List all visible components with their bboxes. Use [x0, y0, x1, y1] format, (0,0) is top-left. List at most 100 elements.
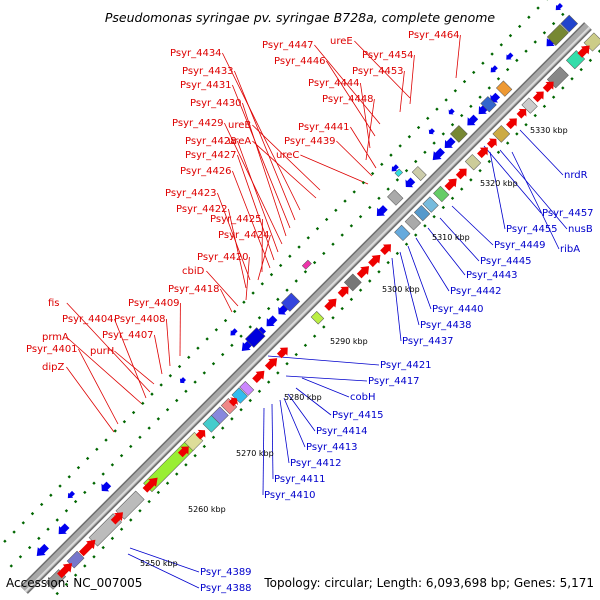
- forward-gene-block: [343, 273, 362, 292]
- forward-gene-block: [394, 224, 411, 242]
- reverse-gene-label: Psyr_4421: [380, 360, 432, 371]
- forward-gene-label: Psyr_4426: [180, 166, 232, 177]
- kbp-marker: 5250 kbp: [140, 559, 178, 568]
- reverse-gene-block: [281, 292, 301, 312]
- reverse-gene-label: Psyr_4445: [480, 256, 532, 267]
- forward-gene-arrow: [486, 138, 497, 149]
- reverse-gene-label: Psyr_4442: [450, 286, 502, 297]
- reverse-gene-label: Psyr_4389: [200, 567, 252, 578]
- kbp-marker: 5310 kbp: [432, 233, 470, 242]
- forward-gene-arrow: [252, 370, 265, 384]
- reverse-gene-label: Psyr_4414: [316, 426, 368, 437]
- gene-labels: Psyr_4464 ureE Psyr_4454 Psyr_4453 Psyr_4447…: [26, 30, 594, 594]
- reverse-gene-label: Psyr_4437: [402, 336, 454, 347]
- reverse-gene-arrow-outer: [506, 52, 514, 60]
- forward-gene-arrow: [177, 446, 189, 458]
- forward-gene-arrow: [264, 358, 278, 371]
- reverse-gene-block: [244, 327, 266, 348]
- forward-gene-arrow: [368, 254, 381, 268]
- reverse-gene-arrow-outer: [67, 490, 75, 499]
- forward-gene-label: Psyr_4464: [408, 30, 460, 41]
- kbp-marker: 5330 kbp: [530, 126, 568, 135]
- forward-gene-label: Psyr_4409: [128, 298, 180, 309]
- accession-text: Accession: NC_007005: [6, 576, 142, 590]
- forward-gene-block: [413, 204, 431, 222]
- forward-gene-arrow: [577, 45, 590, 58]
- kbp-marker: 5280 kbp: [284, 393, 322, 402]
- reverse-gene-arrow: [490, 92, 501, 103]
- reverse-gene-label: Psyr_4443: [466, 270, 518, 281]
- reverse-gene-label: Psyr_4413: [306, 442, 358, 453]
- forward-gene-arrow: [142, 477, 158, 493]
- reverse-gene-label: Psyr_4388: [200, 583, 252, 594]
- forward-gene-label: Psyr_4441: [298, 122, 350, 133]
- forward-gene-label: Psyr_4453: [352, 66, 404, 77]
- reverse-gene-block: [546, 23, 569, 46]
- forward-gene-block: [310, 311, 325, 325]
- forward-gene-arrow: [110, 512, 123, 525]
- forward-gene-label: Psyr_4425: [210, 214, 262, 225]
- reverse-gene-label: Psyr_4455: [506, 224, 558, 235]
- forward-gene-label: Psyr_4446: [274, 56, 326, 67]
- forward-gene-label: Psyr_4454: [362, 50, 414, 61]
- forward-gene-arrow: [324, 298, 337, 311]
- reverse-gene-arrow: [432, 147, 445, 161]
- map-title: Pseudomonas syringae pv. syringae B728a,…: [105, 10, 496, 25]
- forward-gene-block: [492, 125, 511, 143]
- forward-gene-block: [521, 97, 538, 114]
- forward-gene-arrow: [78, 539, 96, 557]
- kbp-marker: 5300 kbp: [382, 285, 420, 294]
- reverse-gene-arrow-outer: [490, 65, 498, 73]
- forward-gene-arrow: [444, 178, 457, 191]
- forward-gene-label: purH: [90, 346, 114, 357]
- reverse-gene-arrow: [36, 543, 49, 557]
- forward-gene-arrow: [477, 147, 488, 159]
- forward-gene-arrow: [276, 347, 288, 359]
- forward-gene-label: Psyr_4401: [26, 344, 78, 355]
- reverse-gene-arrow: [376, 205, 388, 216]
- forward-gene-arrow: [380, 244, 391, 256]
- forward-gene-label: Psyr_4428: [185, 136, 237, 147]
- forward-gene-block: [211, 406, 229, 425]
- forward-gene-label: Psyr_4429: [172, 118, 224, 129]
- misc-feature: [301, 259, 312, 270]
- forward-gene-label: cbiD: [182, 266, 205, 277]
- reverse-gene-arrow-outer: [555, 3, 563, 11]
- forward-gene-label: fis: [48, 298, 60, 309]
- reverse-gene-arrow-outer: [179, 377, 186, 384]
- reverse-gene-arrow-outer: [448, 108, 455, 115]
- reverse-gene-arrow-outer: [428, 128, 435, 135]
- forward-gene-block: [433, 185, 450, 203]
- reverse-gene-label: Psyr_4411: [274, 474, 326, 485]
- forward-gene-label: ureE: [330, 36, 353, 47]
- reverse-gene-label: nrdR: [564, 170, 588, 181]
- reverse-gene-label: cobH: [350, 392, 375, 403]
- forward-gene-block: [422, 196, 439, 213]
- forward-gene-label: ureC: [276, 150, 299, 161]
- reverse-gene-arrow: [467, 114, 479, 126]
- forward-gene-label: ureA: [228, 136, 251, 147]
- kbp-marker: 5320 kbp: [480, 179, 518, 188]
- kbp-marker: 5290 kbp: [330, 337, 368, 346]
- forward-gene-label: Psyr_4404: [62, 314, 114, 325]
- reverse-gene-block: [560, 14, 579, 33]
- forward-gene-label: Psyr_4420: [197, 252, 249, 263]
- reverse-gene-arrow: [101, 481, 112, 492]
- forward-gene-label: Psyr_4439: [284, 136, 336, 147]
- forward-gene-arrow: [356, 266, 370, 279]
- misc-feature: [394, 168, 404, 178]
- label-leader-lines: [66, 34, 568, 589]
- reverse-gene-arrow: [405, 177, 416, 188]
- forward-gene-label: Psyr_4424: [218, 230, 270, 241]
- reverse-gene-label: Psyr_4417: [368, 376, 420, 387]
- forward-gene-arrow: [337, 286, 349, 298]
- genome-backbone: [20, 22, 592, 594]
- forward-gene-arrow: [516, 108, 527, 119]
- forward-gene-label: Psyr_4444: [308, 78, 360, 89]
- forward-gene-label: Psyr_4408: [114, 314, 166, 325]
- kbp-marker: 5260 kbp: [188, 505, 226, 514]
- forward-gene-label: Psyr_4427: [185, 150, 237, 161]
- reverse-gene-arrow-outer: [230, 328, 238, 336]
